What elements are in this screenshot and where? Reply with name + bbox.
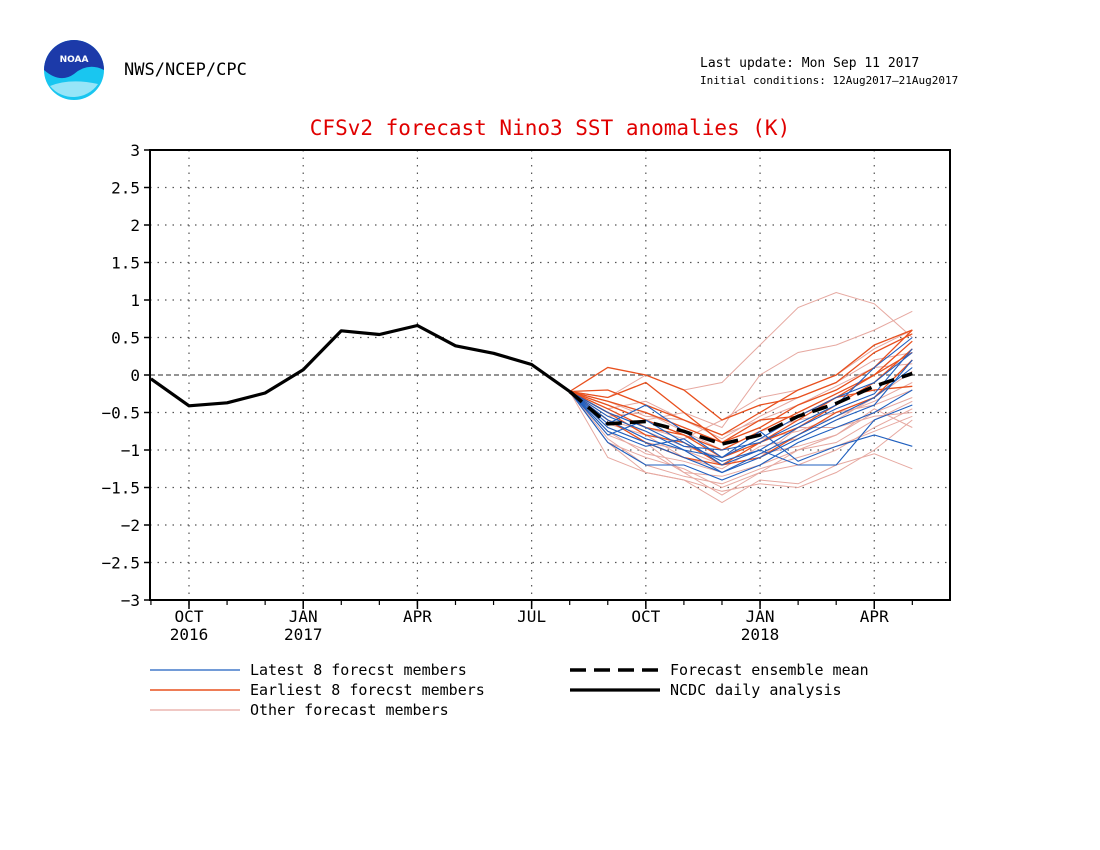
- last-update-label: Last update: Mon Sep 11 2017: [700, 56, 920, 71]
- initial-conditions-label: Initial conditions: 12Aug2017–21Aug2017: [700, 74, 959, 87]
- noaa-logo-text: NOAA: [60, 55, 89, 65]
- agency-label: NWS/NCEP/CPC: [124, 60, 247, 80]
